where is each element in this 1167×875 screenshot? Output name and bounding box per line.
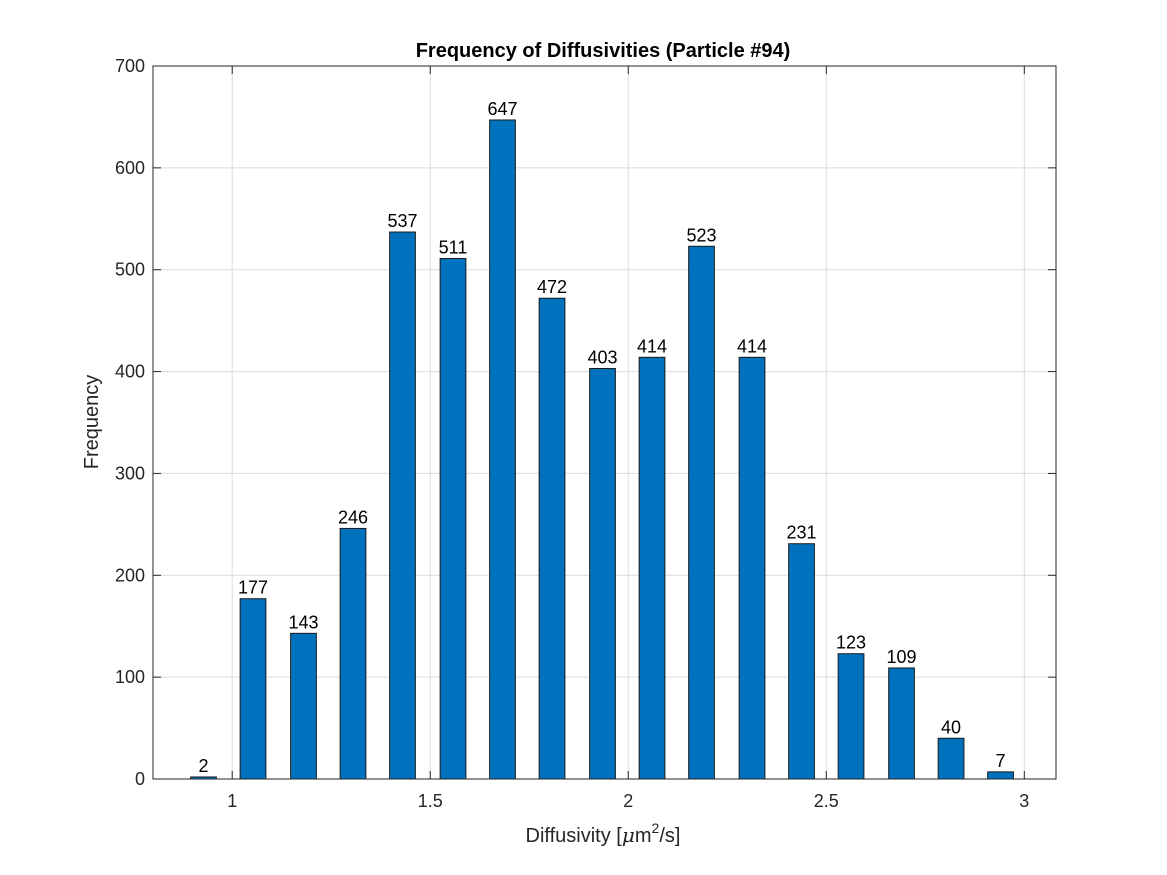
bar [937,737,965,780]
chart-title: Frequency of Diffusivities (Particle #94… [416,40,791,62]
y-tick-label: 500 [115,260,145,280]
bar [538,297,566,780]
bar [738,356,766,780]
bar [688,245,715,780]
bar-value-label: 414 [737,336,767,356]
bar-value-label: 523 [687,225,717,245]
y-axis-label: Frequency [81,375,103,470]
x-tick-label: 1 [227,791,237,811]
bar [788,543,815,780]
bar [290,632,317,780]
plot-frame [152,65,1057,780]
y-tick-label: 600 [115,158,145,178]
bar [389,231,416,780]
x-axis-label-mu: μ [622,823,635,847]
x-axis-label-suffix: /s] [659,825,680,847]
bar-value-label: 2 [198,756,208,776]
x-tick-label: 1.5 [418,791,443,811]
bar-value-label: 511 [439,238,468,258]
y-tick-label: 0 [135,769,145,789]
bar [589,368,616,780]
bar-value-label: 40 [941,717,961,737]
bar [239,598,267,780]
bar-value-label: 143 [288,612,318,632]
bar-value-label: 537 [387,211,417,231]
bar-value-label: 109 [887,647,917,667]
bar [638,356,666,780]
y-tick-label: 700 [115,56,145,76]
bar-value-label: 647 [487,99,517,119]
y-tick-label: 300 [115,463,145,483]
bar [489,119,516,780]
bar-value-label: 7 [996,751,1006,771]
bar [888,667,915,780]
x-tick-label: 2 [623,791,633,811]
bar-value-label: 231 [787,523,817,543]
x-axis-label-unit: m [635,825,652,847]
y-tick-label: 400 [115,362,145,382]
bars [190,119,1014,780]
bar [837,653,865,780]
y-tick-label: 100 [115,667,145,687]
bar-value-label: 403 [587,348,617,368]
data-labels: 2 177 143 246 537 511 647 472 403 414 523 414 231 123… [198,99,1005,776]
bar-value-label: 472 [537,277,567,297]
x-axis-label-sup: 2 [652,820,660,836]
bar-value-label: 177 [238,578,268,598]
x-tick-label: 3 [1019,791,1029,811]
bar-value-label: 414 [637,336,667,356]
bar [339,527,367,780]
ticks: 0 100 200 300 400 500 600 700 1 1.5 2 2.5 3 [115,56,1056,811]
x-tick-label: 2.5 [814,791,839,811]
bar [439,258,467,780]
x-axis-label: Diffusivity [μm2/s] [526,820,681,847]
x-axis-label-prefix: Diffusivity [ [526,825,623,847]
y-tick-label: 200 [115,565,145,585]
bar-value-label: 246 [338,507,368,527]
bar [987,771,1014,780]
bar-value-label: 123 [836,633,866,653]
